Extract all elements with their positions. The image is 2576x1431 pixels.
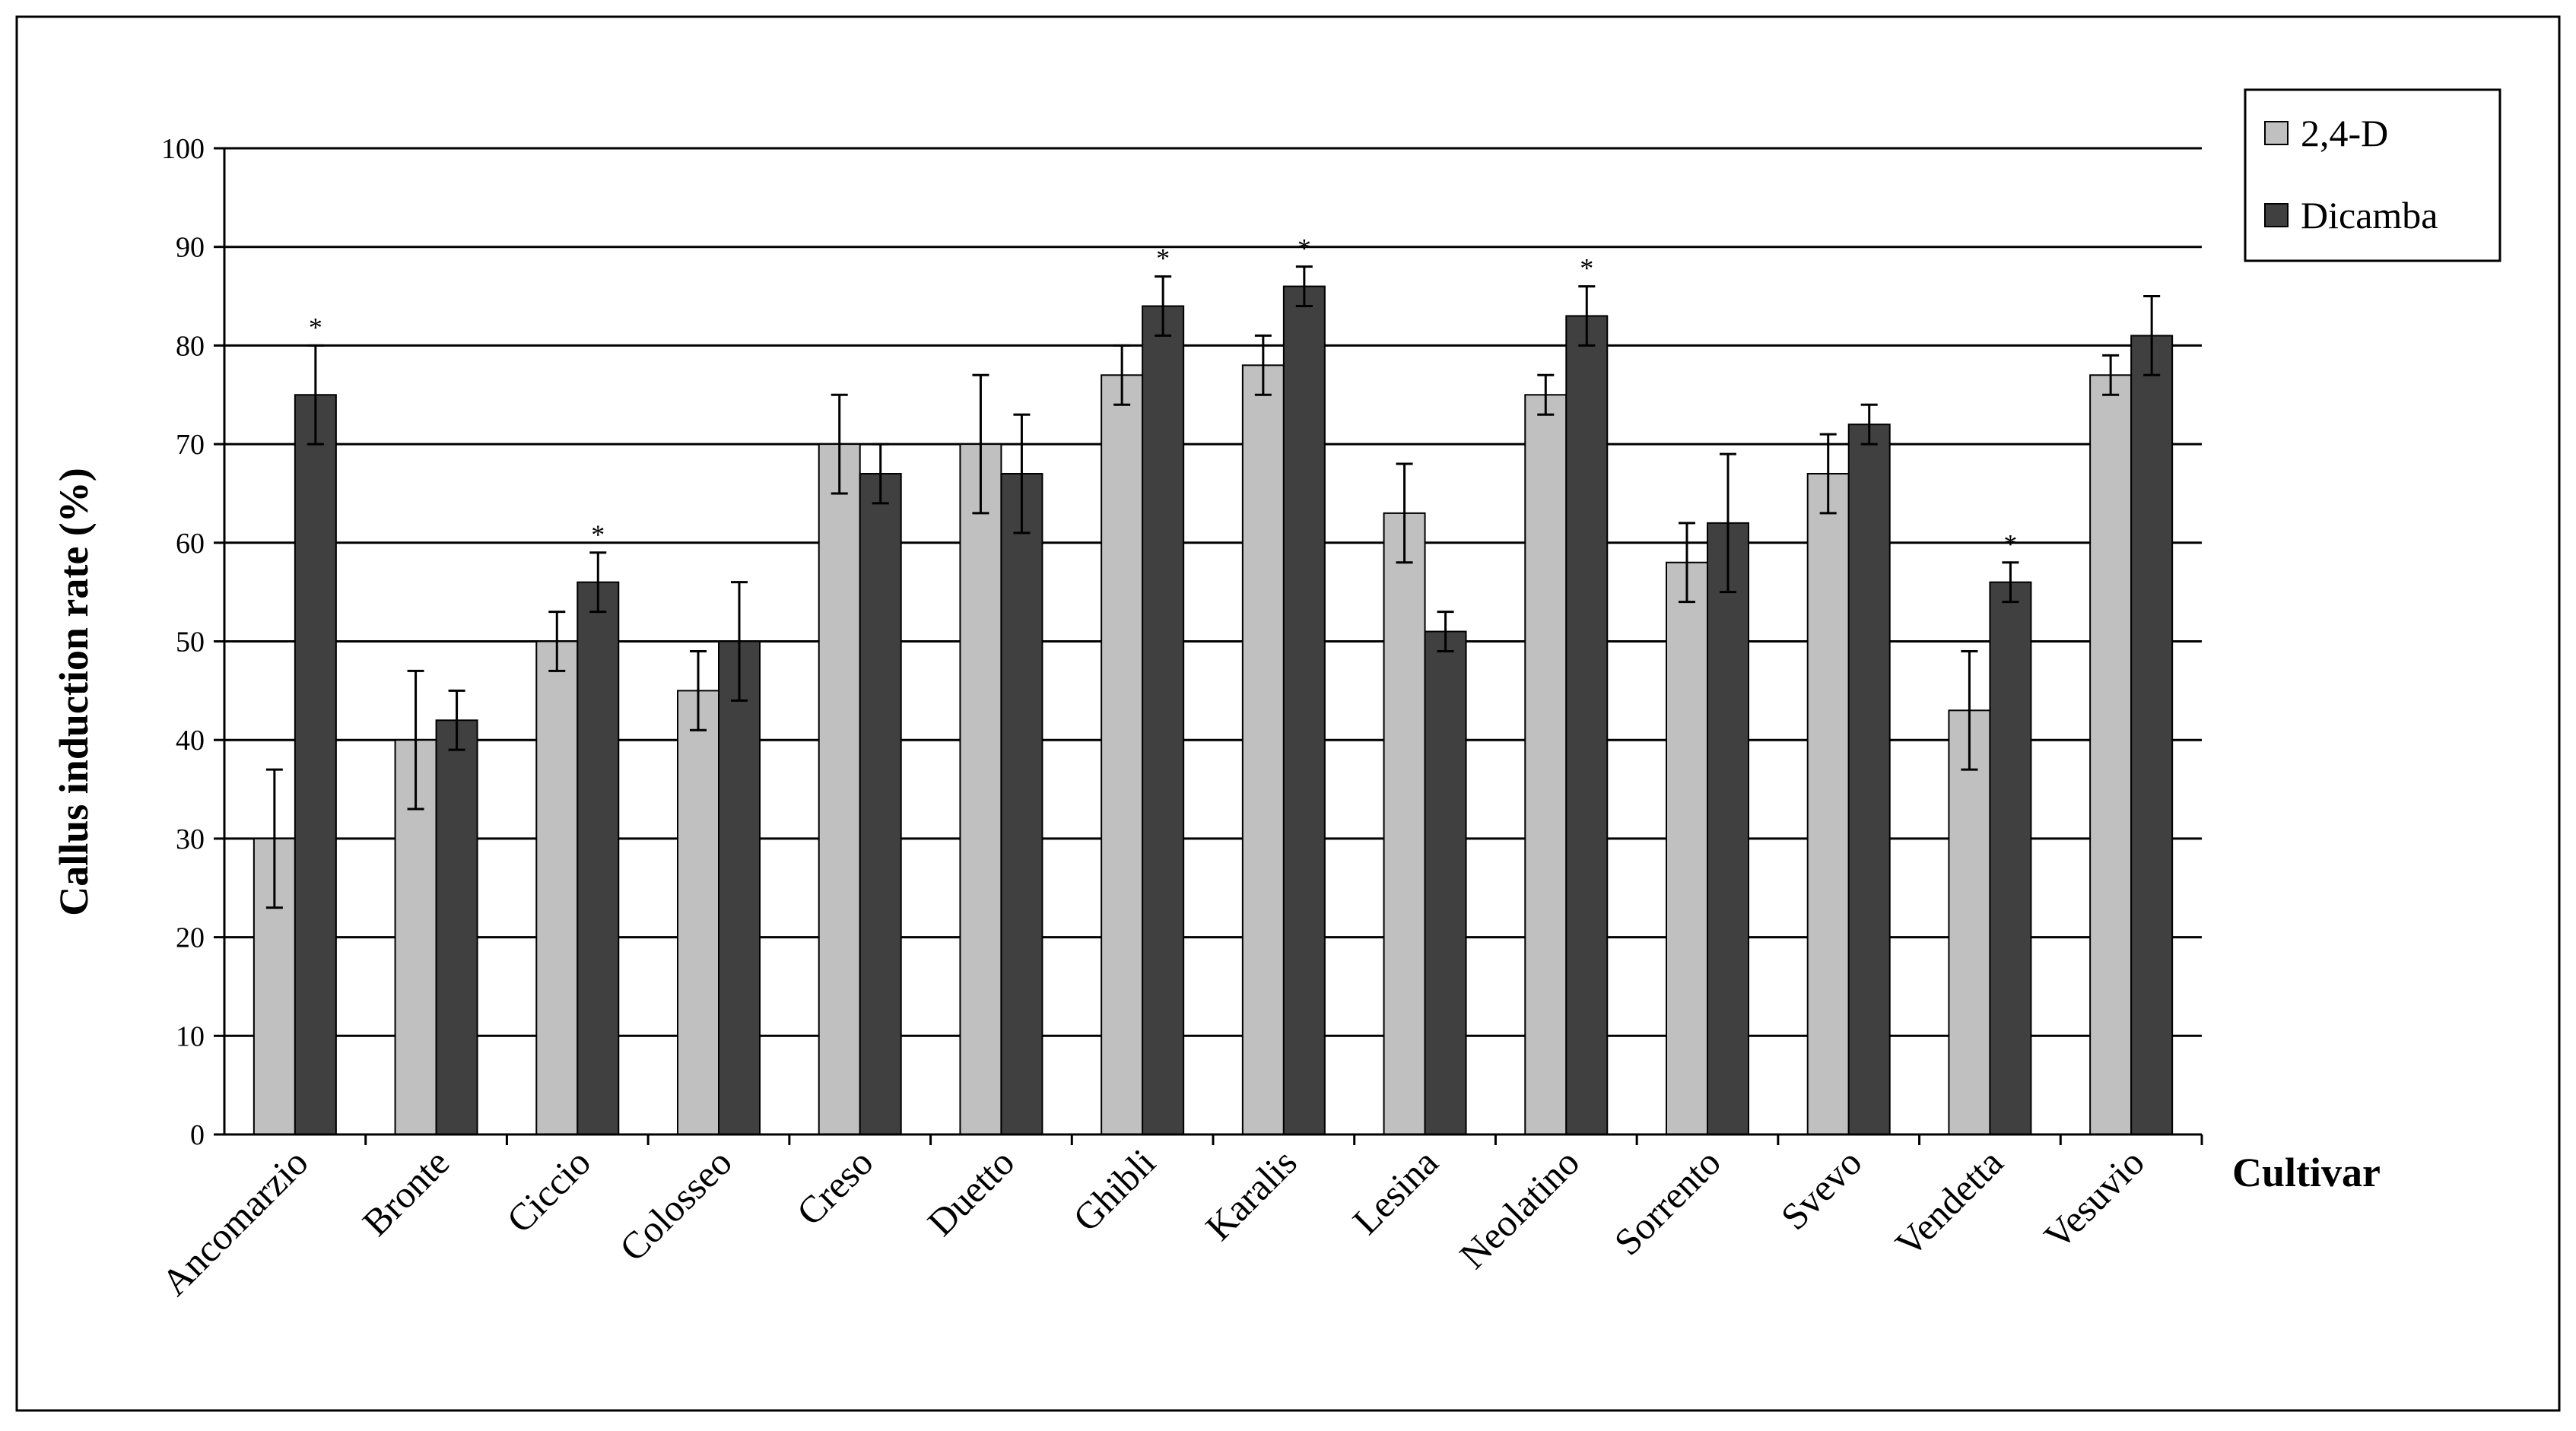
- axes: [223, 148, 2202, 1136]
- bar: [1000, 473, 1043, 1135]
- bar: [2130, 335, 2174, 1135]
- bar: [677, 690, 719, 1135]
- bar: [1383, 512, 1426, 1135]
- bar: [1989, 581, 2032, 1135]
- significance-marker: *: [591, 519, 605, 550]
- bar: [577, 581, 620, 1135]
- bar: [1565, 315, 1609, 1135]
- bar: [1806, 473, 1850, 1135]
- bar: [435, 719, 478, 1135]
- bar: [294, 394, 337, 1135]
- legend: 2,4-D Dicamba: [2244, 88, 2501, 262]
- bar: [818, 443, 861, 1135]
- bar: [2089, 374, 2133, 1135]
- y-tick-label: 80: [176, 330, 205, 362]
- bar: [1948, 709, 1991, 1135]
- bar: [1241, 364, 1285, 1135]
- legend-label-2-4-d: 2,4-D: [2301, 112, 2388, 154]
- y-tick-label: 100: [161, 133, 205, 165]
- legend-swatch-2-4-d: [2264, 121, 2289, 145]
- legend-label-dicamba: Dicamba: [2301, 194, 2438, 236]
- bars: [253, 285, 2174, 1136]
- bar: [1101, 374, 1144, 1135]
- y-tick-label: 90: [176, 232, 205, 264]
- bar: [1847, 424, 1891, 1135]
- bar: [1524, 394, 1568, 1135]
- bar: [535, 640, 579, 1135]
- y-tick-label: 50: [176, 627, 205, 658]
- legend-box: [2244, 88, 2501, 262]
- x-axis-label: Cultivar: [2232, 1150, 2381, 1195]
- error-bars: [265, 265, 2161, 909]
- y-tick-label: 30: [176, 823, 205, 855]
- y-tick-label: 60: [176, 528, 205, 560]
- bar: [859, 473, 902, 1135]
- bar: [718, 640, 761, 1135]
- significance-marker: *: [1580, 253, 1593, 284]
- bar: [1424, 630, 1467, 1135]
- y-tick-label: 20: [176, 922, 205, 954]
- bar: [1142, 305, 1185, 1135]
- y-tick-label: 0: [190, 1119, 205, 1151]
- y-tick-label: 70: [176, 429, 205, 461]
- significance-markers: * * * * * *: [309, 233, 2018, 560]
- significance-marker: *: [1156, 243, 1170, 274]
- bar: [1282, 285, 1326, 1136]
- significance-marker: *: [2003, 529, 2017, 560]
- legend-swatch-dicamba: [2264, 203, 2289, 227]
- significance-marker: *: [309, 312, 322, 342]
- y-tick-label: 40: [176, 725, 205, 757]
- y-axis-label: Callus induction rate (%): [51, 468, 97, 916]
- y-tick-labels: 0 10 20 30 40 50 60 70 80 90 100: [161, 133, 205, 1151]
- bar: [959, 443, 1002, 1135]
- bar: [1707, 522, 1749, 1135]
- y-tick-label: 10: [176, 1020, 205, 1052]
- significance-marker: *: [1298, 233, 1311, 264]
- bar: [1666, 561, 1708, 1135]
